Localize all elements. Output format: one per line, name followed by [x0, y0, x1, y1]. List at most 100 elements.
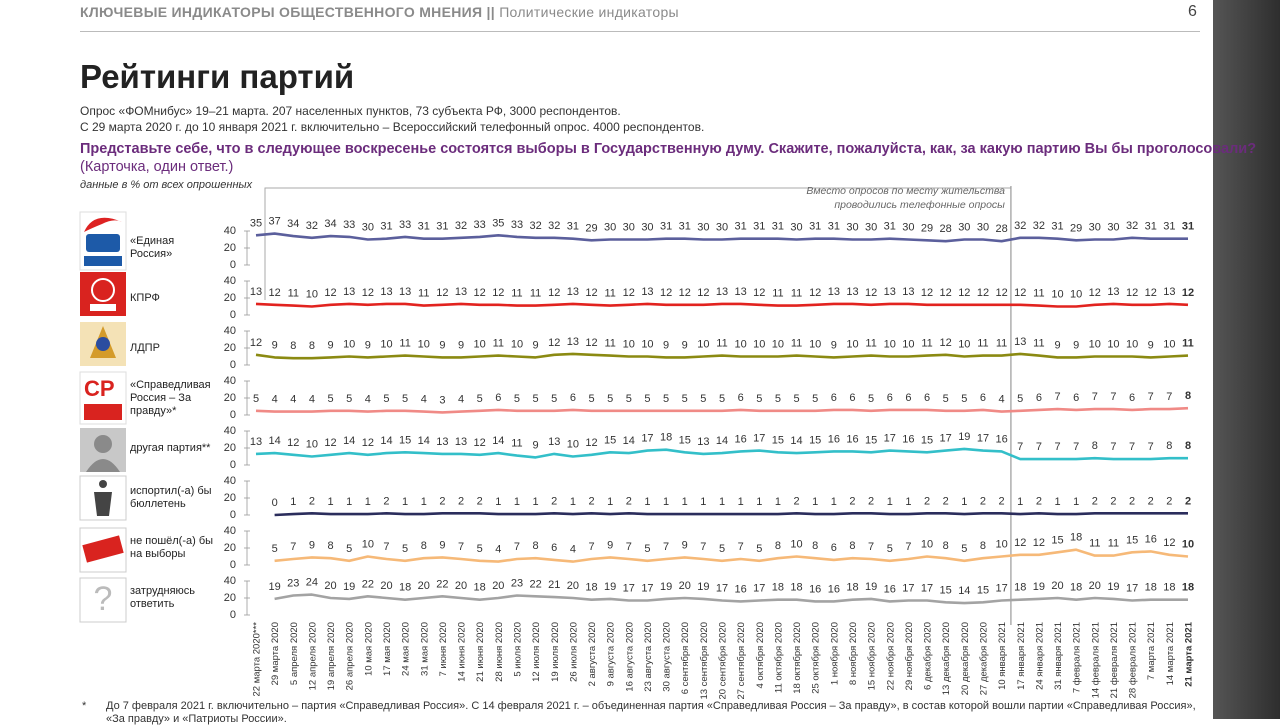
value-label: 19: [865, 581, 877, 593]
value-label: 12: [436, 287, 448, 299]
value-label: 31: [436, 221, 448, 233]
value-label: 8: [533, 540, 539, 552]
value-label: 33: [399, 219, 411, 231]
value-label: 9: [682, 539, 688, 551]
value-label: 5: [868, 393, 874, 405]
value-label: 30: [604, 222, 616, 234]
value-label: 12: [958, 287, 970, 299]
value-label: 22: [529, 578, 541, 590]
value-label: 1: [533, 496, 539, 508]
value-label: 7: [1110, 391, 1116, 403]
value-label: 1: [1017, 496, 1023, 508]
series-name: не пошёл(-а) бы на выборы: [130, 535, 214, 560]
value-label: 5: [402, 543, 408, 555]
x-tick-label: 15 ноября 2020: [867, 622, 878, 690]
value-label: 10: [772, 339, 784, 351]
value-label: 12: [679, 287, 691, 299]
value-label: 10: [790, 539, 802, 551]
value-label: 1: [644, 496, 650, 508]
y-tick-label: 20: [224, 592, 236, 604]
value-label: 14: [343, 435, 355, 447]
series-line: [274, 593, 1188, 605]
value-label: 30: [641, 222, 653, 234]
x-tick-label: 19 июля 2020: [550, 622, 561, 682]
value-label: 31: [380, 221, 392, 233]
value-label: 14: [716, 435, 728, 447]
value-label: 8: [327, 540, 333, 552]
value-label: 14: [623, 435, 635, 447]
value-label: 29: [921, 222, 933, 234]
value-label: 2: [551, 495, 557, 507]
x-tick-label: 7 февраля 2021: [1072, 622, 1083, 693]
icon: [96, 337, 110, 351]
value-label: 2: [309, 495, 315, 507]
value-label: 20: [1089, 580, 1101, 592]
value-label: 12: [548, 287, 560, 299]
value-label: 4: [309, 394, 315, 406]
value-label: 10: [306, 439, 318, 451]
y-tick-label: 40: [224, 225, 236, 237]
value-label: 19: [697, 581, 709, 593]
value-label: 18: [1070, 582, 1082, 594]
value-label: 13: [1163, 286, 1175, 298]
page-edge: [1213, 0, 1280, 719]
icon: [91, 278, 115, 302]
value-label: 1: [682, 496, 688, 508]
value-label: 11: [399, 338, 410, 350]
value-label: 11: [288, 288, 299, 300]
value-label: 5: [588, 393, 594, 405]
value-label: 3: [439, 394, 445, 406]
value-label: 16: [1145, 533, 1157, 545]
value-label: 7: [663, 541, 669, 553]
icon: [86, 459, 120, 472]
icon: [99, 480, 107, 488]
value-label: 31: [660, 221, 672, 233]
value-label: 2: [383, 495, 389, 507]
value-label: 12: [474, 287, 486, 299]
value-label: 12: [492, 287, 504, 299]
value-label: 19: [660, 581, 672, 593]
value-label: 5: [327, 393, 333, 405]
value-label: 1: [663, 496, 669, 508]
series-name: затрудняюсь ответить: [130, 585, 196, 610]
value-label: 14: [958, 585, 970, 597]
value-label: 15: [865, 434, 877, 446]
value-label: 13: [548, 436, 560, 448]
value-label: 9: [533, 339, 539, 351]
x-tick-label: 2 августа 2020: [587, 622, 598, 686]
value-label: 15: [977, 584, 989, 596]
y-tick-label: 0: [230, 509, 236, 521]
value-label: 34: [287, 218, 299, 230]
value-label: 9: [439, 339, 445, 351]
value-label: 18: [474, 582, 486, 594]
x-tick-label: 20 декабря 2020: [960, 622, 971, 695]
value-label: 17: [977, 433, 989, 445]
value-label: 18: [585, 582, 597, 594]
value-label: 5: [887, 543, 893, 555]
value-label: 5: [719, 543, 725, 555]
x-tick-label: 17 января 2021: [1016, 622, 1027, 690]
value-label: 0: [272, 497, 278, 509]
value-label: 10: [1051, 289, 1063, 301]
value-label: 17: [641, 433, 653, 445]
value-label: 17: [1126, 583, 1138, 595]
x-tick-label: 27 сентября 2020: [736, 622, 747, 700]
value-label: 5: [626, 393, 632, 405]
value-label: 33: [474, 219, 486, 231]
value-label: 6: [831, 392, 837, 404]
value-label: 6: [551, 542, 557, 554]
value-label: 31: [884, 221, 896, 233]
value-label: 6: [887, 392, 893, 404]
value-label: 4: [421, 394, 427, 406]
x-tick-label: 26 апреля 2020: [345, 622, 356, 690]
value-label: 30: [846, 222, 858, 234]
units-note: данные в % от всех опрошенных: [80, 179, 253, 191]
x-tick-label: 12 июля 2020: [531, 622, 542, 682]
value-label: 30: [902, 222, 914, 234]
icon: [84, 256, 122, 266]
x-tick-label: 21 июня 2020: [475, 622, 486, 682]
x-tick-label: 27 декабря 2020: [978, 622, 989, 695]
value-label: 13: [1107, 286, 1119, 298]
value-label: 17: [641, 583, 653, 595]
